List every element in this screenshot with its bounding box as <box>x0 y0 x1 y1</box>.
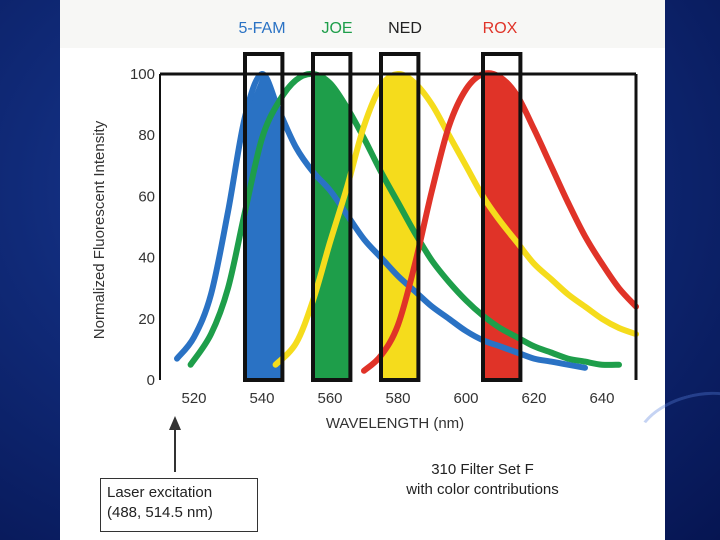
legend-ned: NED <box>388 20 422 37</box>
y-tick-label: 0 <box>147 372 155 389</box>
legend-strip <box>60 0 665 48</box>
filter-set-caption: 310 Filter Set F with color contribution… <box>340 460 625 500</box>
band-fill-5-fam <box>245 74 283 380</box>
emission-curves <box>174 70 639 374</box>
x-axis-ticks: 520 540 560 580 600 620 640 <box>181 390 614 407</box>
curve-ned <box>272 70 639 368</box>
y-tick-label: 80 <box>138 127 155 144</box>
filter-band-5-fam <box>243 52 285 382</box>
x-tick-label: 540 <box>249 390 274 407</box>
y-tick-label: 100 <box>130 66 155 83</box>
laser-arrow <box>169 416 181 472</box>
laser-note-line-2: (488, 514.5 nm) <box>107 504 213 521</box>
x-tick-label: 520 <box>181 390 206 407</box>
x-axis-title: WAVELENGTH (nm) <box>326 415 464 432</box>
plot-frame <box>159 72 638 380</box>
legend-rox: ROX <box>483 20 518 37</box>
filter-band-joe <box>311 52 353 382</box>
filter-caption-line-2: with color contributions <box>406 481 559 498</box>
legend: 5-FAM JOE NED ROX <box>238 20 517 37</box>
legend-joe: JOE <box>321 20 352 37</box>
filter-band-outlines <box>243 52 523 382</box>
band-fill-ned <box>381 74 419 380</box>
x-tick-label: 600 <box>453 390 478 407</box>
x-tick-label: 560 <box>317 390 342 407</box>
x-tick-label: 640 <box>589 390 614 407</box>
filter-caption-line-1: 310 Filter Set F <box>431 461 534 478</box>
y-tick-label: 40 <box>138 250 155 267</box>
y-axis-title: Normalized Fluorescent Intensity <box>91 120 108 339</box>
laser-excitation-note: Laser excitation (488, 514.5 nm) <box>100 478 258 532</box>
y-tick-label: 60 <box>138 188 155 205</box>
x-tick-label: 620 <box>521 390 546 407</box>
legend-5-fam: 5-FAM <box>238 20 285 37</box>
y-axis-ticks: 0 20 40 60 80 100 <box>130 66 155 389</box>
filter-band-rox <box>481 52 523 382</box>
laser-note-line-1: Laser excitation <box>107 484 213 501</box>
filter-band-ned <box>379 52 421 382</box>
x-tick-label: 580 <box>385 390 410 407</box>
y-tick-label: 20 <box>138 311 155 328</box>
